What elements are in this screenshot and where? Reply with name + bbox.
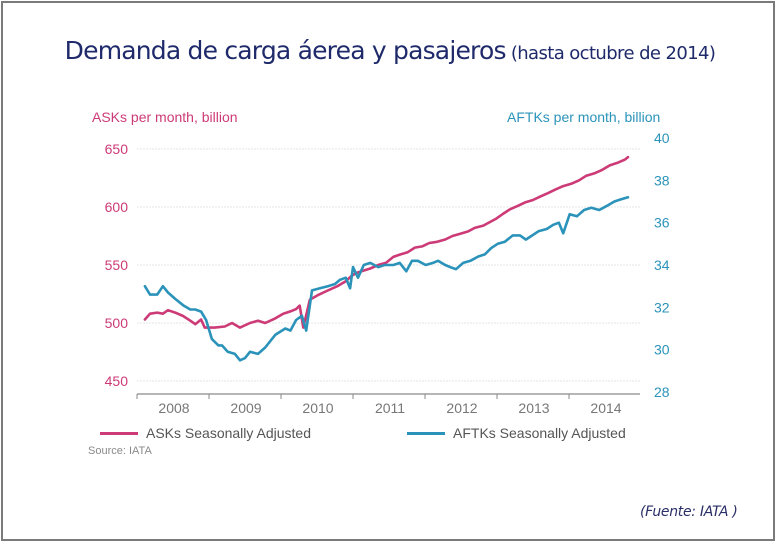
y-tick-label-right: 32 [654, 299, 670, 315]
x-tick-label: 2008 [158, 400, 189, 416]
y-tick-label-left: 450 [105, 373, 129, 389]
x-tick-label: 2010 [302, 400, 333, 416]
y-tick-label-left: 600 [105, 199, 129, 215]
y-tick-label-right: 28 [654, 384, 670, 400]
legend-item-asks: ASKs Seasonally Adjusted [100, 425, 311, 441]
fuente-note: (Fuente: IATA ) [640, 504, 738, 520]
chart-title: Demanda de carga áerea y pasajeros (hast… [0, 36, 780, 65]
y-tick-label-right: 30 [654, 342, 670, 358]
left-axis-title: ASKs per month, billion [92, 109, 238, 125]
legend-label-asks: ASKs Seasonally Adjusted [146, 425, 311, 441]
right-axis-title: AFTKs per month, billion [507, 109, 661, 125]
chart-title-main: Demanda de carga áerea y pasajeros [64, 36, 507, 65]
legend-swatch-aftks [407, 431, 445, 435]
y-tick-label-left: 650 [105, 141, 129, 157]
x-tick-label: 2012 [446, 400, 477, 416]
series-line-aftks [143, 196, 630, 362]
x-tick-label: 2013 [518, 400, 549, 416]
y-tick-label-right: 36 [654, 215, 670, 231]
series-line-asks [143, 155, 630, 329]
x-tick-label: 2011 [375, 400, 405, 416]
x-tick-label: 2014 [590, 400, 621, 416]
chart-source: Source: IATA [88, 445, 152, 457]
y-tick-label-right: 34 [654, 257, 670, 273]
legend-item-aftks: AFTKs Seasonally Adjusted [407, 425, 626, 441]
y-tick-label-right: 38 [654, 172, 670, 188]
y-tick-label-right: 40 [654, 130, 670, 146]
legend-label-aftks: AFTKs Seasonally Adjusted [453, 425, 626, 441]
y-tick-label-left: 500 [105, 315, 129, 331]
x-tick-label: 2009 [230, 400, 261, 416]
chart-title-sub: (hasta octubre de 2014) [510, 43, 716, 64]
legend-swatch-asks [100, 431, 138, 435]
y-tick-label-left: 550 [105, 257, 129, 273]
